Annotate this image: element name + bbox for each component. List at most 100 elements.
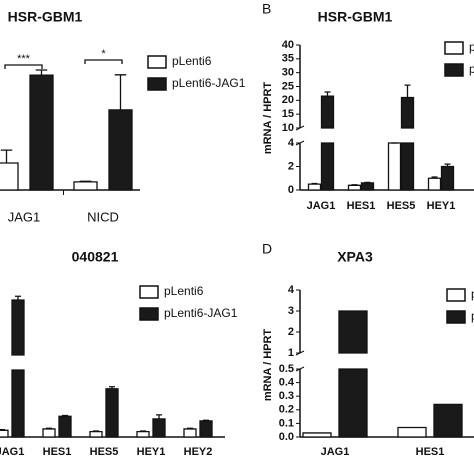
error-bar bbox=[156, 414, 162, 419]
legend-label: pLenti6-JAG1 bbox=[172, 76, 246, 90]
y-tick-label: 0.0 bbox=[279, 431, 294, 443]
error-bar bbox=[93, 430, 99, 432]
significance-label: *** bbox=[17, 53, 31, 65]
x-tick-label: JAG1 bbox=[321, 446, 350, 458]
error-bar bbox=[404, 84, 411, 98]
legend-swatch bbox=[147, 77, 167, 91]
bar bbox=[440, 165, 455, 191]
error-bar bbox=[114, 74, 127, 110]
bar bbox=[73, 181, 98, 191]
error-bar bbox=[203, 419, 209, 421]
y-tick-label: 1 bbox=[288, 347, 294, 359]
x-tick-label: HES1 bbox=[43, 446, 72, 458]
error-bar bbox=[364, 181, 371, 184]
error-bar bbox=[35, 69, 48, 76]
bar bbox=[89, 430, 103, 438]
x-tick-label: JAG1 bbox=[8, 209, 41, 224]
error-bar bbox=[140, 430, 146, 432]
legend-label: pLenti6 bbox=[469, 40, 474, 54]
panel-title: HSR-GBM1 bbox=[318, 9, 393, 25]
bar bbox=[347, 184, 362, 191]
bar bbox=[433, 403, 463, 438]
y-tick-label: 0.2 bbox=[279, 404, 294, 416]
error-bar bbox=[109, 386, 115, 389]
y-tick-label: 15 bbox=[282, 108, 294, 120]
x-tick-label: HEY1 bbox=[427, 200, 456, 212]
bar bbox=[338, 310, 368, 438]
y-tick-label: 0.4 bbox=[279, 377, 295, 389]
legend-swatch bbox=[444, 41, 464, 55]
y-tick-label: 0.1 bbox=[279, 417, 294, 429]
x-tick-label: HEY1 bbox=[137, 446, 166, 458]
error-bar bbox=[0, 149, 13, 163]
bar bbox=[400, 96, 415, 191]
error-bar bbox=[444, 163, 451, 167]
legend-label: pLenti6-JAG1 bbox=[469, 62, 474, 76]
bar bbox=[58, 415, 72, 438]
y-axis-label: mRNA / HPRT bbox=[262, 82, 274, 155]
error-bar bbox=[46, 427, 52, 429]
bar bbox=[397, 426, 427, 438]
panel-title: HSR-GBM1 bbox=[8, 9, 83, 25]
x-tick-label: HES5 bbox=[387, 200, 416, 212]
panel-label: B bbox=[262, 1, 271, 17]
y-tick-label: 0 bbox=[288, 184, 294, 196]
bar bbox=[183, 428, 197, 438]
error-bar bbox=[324, 91, 331, 97]
x-tick-label: HEY2 bbox=[184, 446, 213, 458]
x-tick-label: NICD bbox=[87, 209, 119, 224]
bar bbox=[136, 430, 150, 438]
legend-swatch bbox=[444, 63, 464, 77]
bar bbox=[360, 182, 375, 191]
panel-label: D bbox=[262, 241, 272, 257]
y-tick-label: 4 bbox=[288, 284, 295, 296]
y-tick-label: 0.3 bbox=[279, 390, 294, 402]
significance-bracket bbox=[4, 64, 43, 69]
y-tick-label: 2 bbox=[288, 326, 294, 338]
legend-swatch bbox=[139, 285, 159, 299]
y-tick-label: 3 bbox=[288, 305, 294, 317]
x-tick-label: HES1 bbox=[416, 446, 445, 458]
bar bbox=[108, 109, 133, 191]
significance-label: * bbox=[101, 48, 106, 60]
y-tick-label: 25 bbox=[282, 80, 294, 92]
bar bbox=[320, 95, 335, 191]
x-tick-label: HES1 bbox=[347, 200, 376, 212]
bar bbox=[29, 74, 54, 191]
y-tick-label: 2 bbox=[288, 160, 294, 172]
y-tick-label: 20 bbox=[282, 94, 294, 106]
legend-label: pLenti6 bbox=[164, 284, 204, 298]
panel-title: XPA3 bbox=[337, 249, 373, 265]
x-tick-label: JAG1 bbox=[0, 446, 24, 458]
error-bar bbox=[62, 414, 68, 417]
legend-swatch bbox=[446, 310, 466, 324]
y-tick-label: 4 bbox=[288, 137, 295, 149]
bar bbox=[0, 429, 9, 438]
legend-label: pLenti6-JAG1 bbox=[471, 309, 474, 323]
x-tick-label: JAG1 bbox=[307, 200, 336, 212]
x-tick-label: HES5 bbox=[90, 446, 119, 458]
legend-label: pLenti6-JAG1 bbox=[164, 306, 238, 320]
panel-title: 040821 bbox=[72, 249, 119, 265]
bar bbox=[199, 420, 213, 438]
bar bbox=[307, 183, 322, 191]
bar bbox=[105, 388, 119, 438]
error-bar bbox=[0, 428, 5, 431]
y-axis-label: mRNA / HPRT bbox=[262, 329, 274, 402]
error-bar bbox=[79, 180, 92, 182]
bar bbox=[11, 299, 25, 438]
error-bar bbox=[15, 295, 21, 301]
significance-bracket bbox=[84, 59, 123, 64]
bar bbox=[427, 177, 442, 191]
legend-swatch bbox=[446, 288, 466, 302]
error-bar bbox=[431, 176, 438, 179]
y-tick-label: 35 bbox=[282, 53, 294, 65]
y-tick-label: 0.5 bbox=[279, 363, 294, 375]
bar bbox=[152, 418, 166, 438]
y-tick-label: 10 bbox=[282, 122, 294, 134]
bar bbox=[387, 142, 402, 191]
bar bbox=[0, 162, 19, 191]
legend-label: pLenti6 bbox=[172, 54, 212, 68]
legend-swatch bbox=[139, 307, 159, 321]
